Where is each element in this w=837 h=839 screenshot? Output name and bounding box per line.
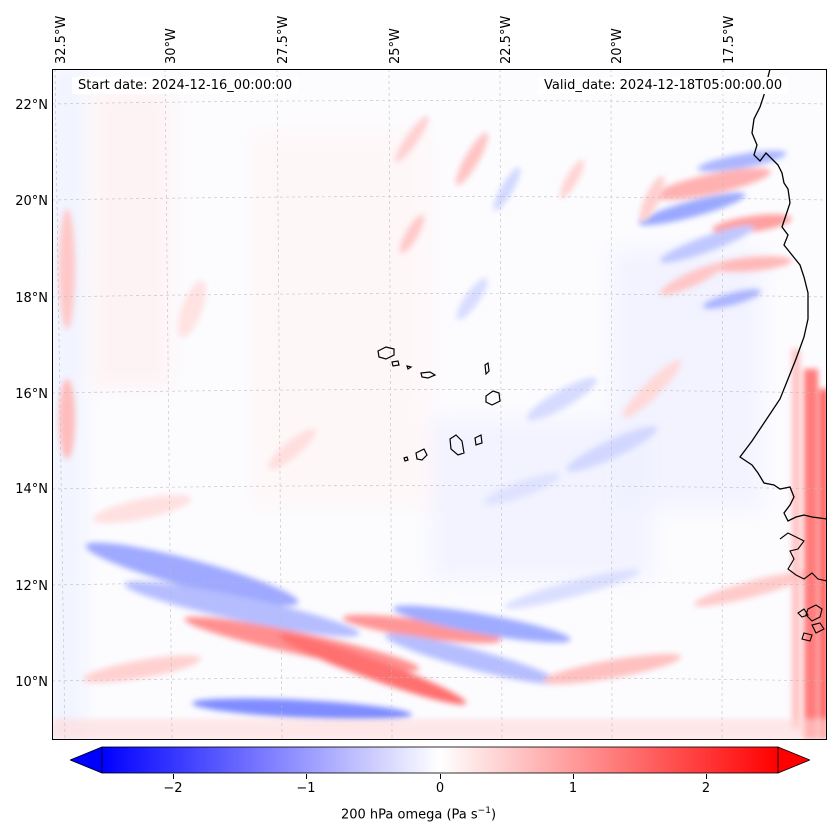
coastline-detail [779,532,827,642]
valid-date-label: Valid_date: 2024-12-18T05:00:00.00 [538,77,789,94]
colorbar-tick-label: −2 [163,781,183,796]
lat-label: 14°N [15,482,48,497]
lat-label: 10°N [15,675,48,690]
start-date-label: Start date: 2024-12-16_00:00:00 [72,77,299,94]
map-canvas [52,69,827,740]
colorbar-tick-label: −1 [296,781,316,796]
lat-label: 18°N [15,291,48,306]
lon-label: 30°W [164,28,179,64]
colorbar-tick-label: 2 [701,781,711,796]
omega-field-central [59,115,681,524]
cape-verde-islands [377,346,501,462]
lat-label: 22°N [15,98,48,113]
omega-map [52,69,827,740]
lon-label: 32.5°W [54,15,69,64]
lat-label: 20°N [15,194,48,209]
colorbar-extend-max [777,746,812,774]
lon-label: 27.5°W [276,15,291,64]
coastline-africa [739,69,827,522]
lat-label: 16°N [15,387,48,402]
colorbar-bar [68,746,812,774]
gridlines [52,69,827,740]
lon-label: 17.5°W [722,15,737,64]
lat-label: 12°N [15,579,48,594]
colorbar-tick-label: 0 [435,781,445,796]
colorbar-extend-min [68,746,103,774]
lon-label: 22.5°W [499,15,514,64]
colorbar-label: 200 hPa omega (Pa s−1) [340,806,497,823]
colorbar-tick-label: 1 [568,781,578,796]
omega-field-south [82,542,810,720]
colorbar-gradient [102,747,778,773]
lon-label: 20°W [610,28,625,64]
omega-field-east [638,150,792,309]
colorbar [68,745,812,775]
lon-label: 25°W [388,28,403,64]
omega-field-edge [52,349,827,740]
